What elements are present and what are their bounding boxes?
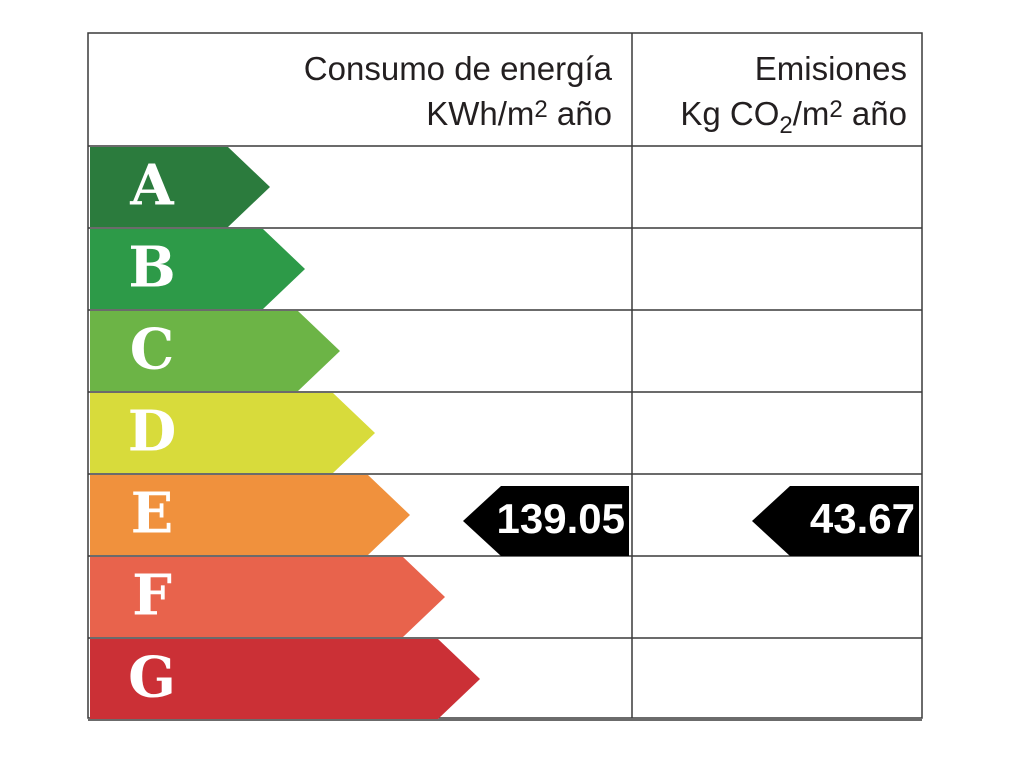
rating-letter: E	[131, 481, 174, 547]
emissions-arrow	[752, 486, 919, 556]
unit-part: año	[843, 95, 907, 132]
rating-arrow	[90, 475, 410, 555]
rating-letter: B	[128, 235, 175, 301]
emissions-unit: Kg CO2/m2 año	[680, 95, 907, 139]
emissions-value: 43.67	[810, 495, 915, 542]
unit-subscript: 2	[779, 112, 792, 139]
rating-arrow	[90, 393, 375, 473]
unit-part: KWh/m	[426, 95, 534, 132]
unit-part: /m	[793, 95, 830, 132]
unit-part: año	[548, 95, 612, 132]
unit-superscript: 2	[829, 96, 842, 123]
energy-unit: KWh/m2 año	[426, 95, 612, 132]
table-border	[87, 32, 923, 719]
rating-letter: G	[128, 645, 176, 711]
rating-letter: C	[130, 317, 175, 383]
rating-letter: A	[129, 153, 175, 219]
energy-arrow	[463, 486, 629, 556]
rating-letter: D	[128, 399, 177, 465]
unit-part: Kg CO	[680, 95, 779, 132]
emissions-title: Emisiones	[755, 50, 907, 87]
rating-letter: F	[132, 563, 172, 629]
energy-value: 139.05	[497, 495, 625, 542]
rating-arrow	[90, 147, 270, 227]
rating-arrow	[90, 311, 340, 391]
energy-title: Consumo de energía	[304, 50, 613, 87]
rating-arrow	[90, 639, 480, 719]
rating-arrow	[90, 229, 305, 309]
unit-superscript: 2	[534, 96, 547, 123]
rating-arrow	[90, 557, 445, 637]
